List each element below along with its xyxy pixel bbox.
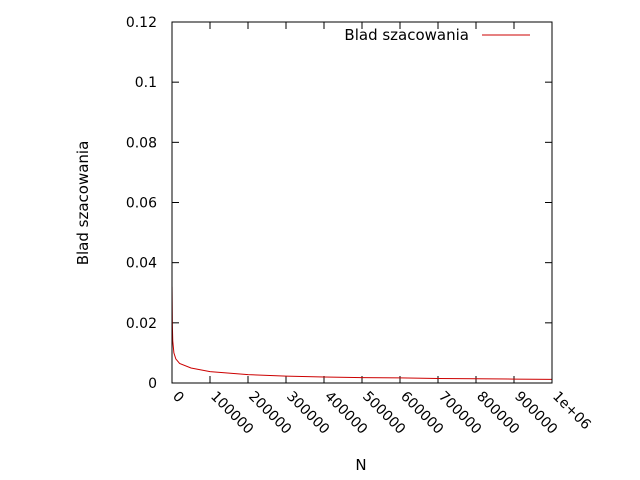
legend-label: Blad szacowania bbox=[344, 26, 469, 44]
y-tick-label: 0.02 bbox=[126, 316, 157, 332]
y-tick-label: 0.12 bbox=[126, 15, 157, 31]
ticks-layer: 00.020.040.060.080.10.120 100000200000300… bbox=[126, 15, 594, 438]
y-tick-label: 0 bbox=[148, 376, 157, 392]
y-tick-label: 0.08 bbox=[126, 135, 157, 151]
series-layer bbox=[171, 286, 553, 380]
plot-frame bbox=[171, 21, 553, 384]
y-tick-label: 0.1 bbox=[135, 75, 157, 91]
legend: Blad szacowania bbox=[344, 26, 530, 44]
y-axis-label: Blad szacowania bbox=[74, 141, 92, 266]
x-axis-label: N bbox=[355, 456, 366, 474]
x-tick-label: 0 bbox=[169, 389, 187, 407]
y-tick-label: 0.06 bbox=[126, 196, 157, 212]
series-line bbox=[171, 286, 553, 380]
y-tick-label: 0.04 bbox=[126, 256, 157, 272]
